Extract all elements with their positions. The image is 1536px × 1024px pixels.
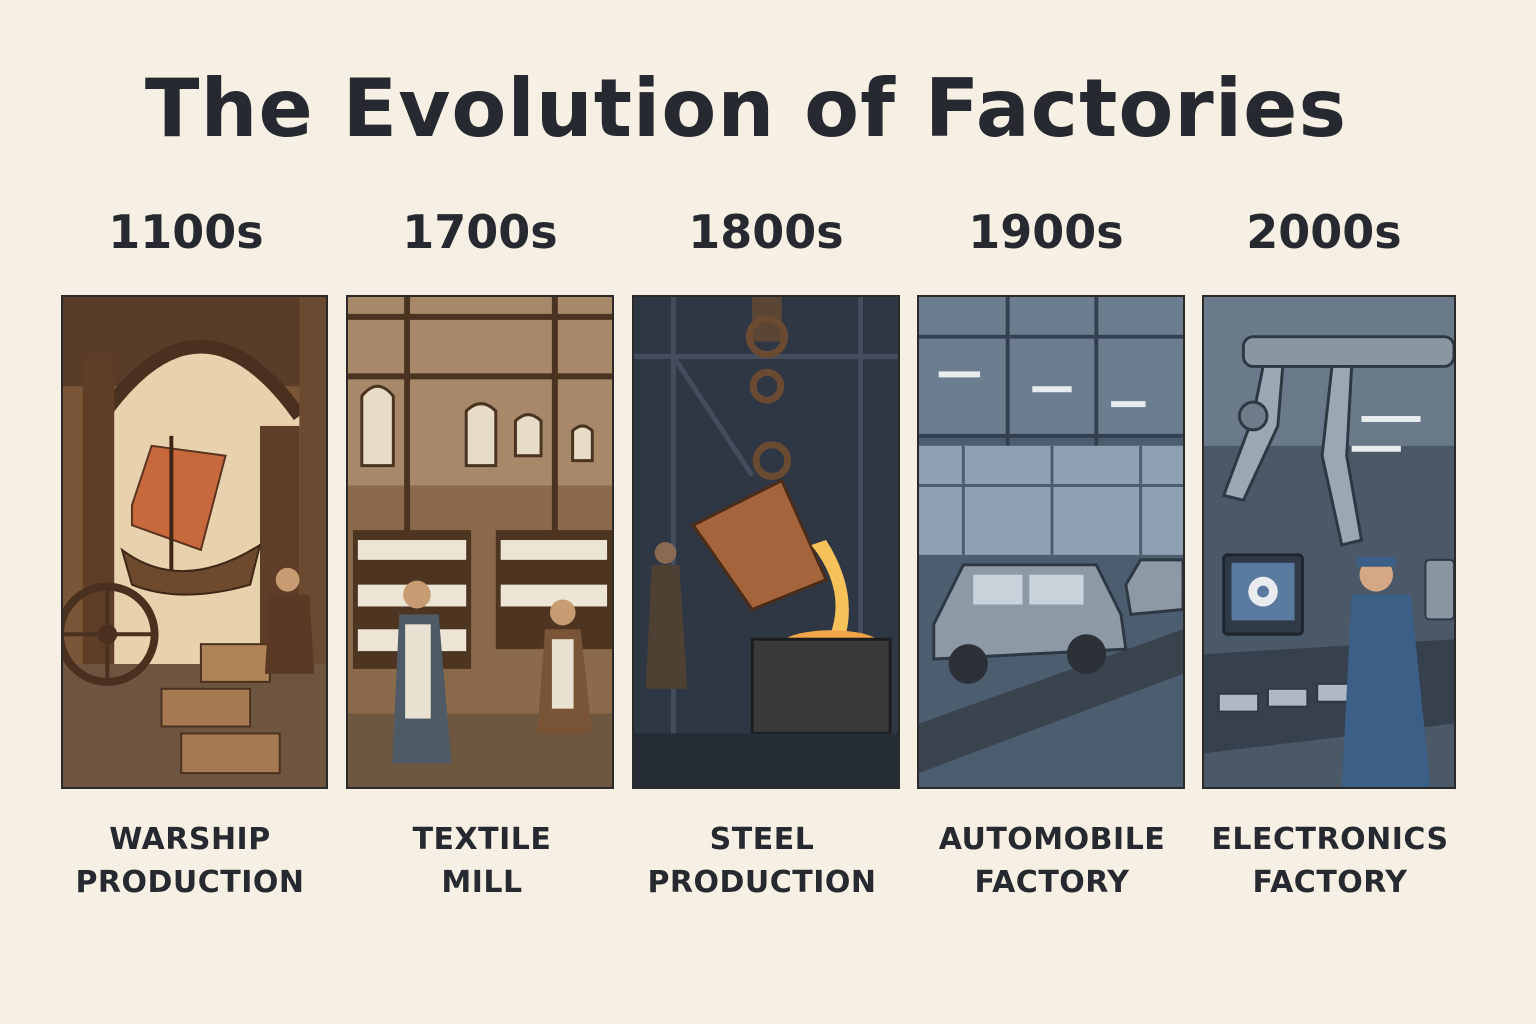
automobile-factory-illustration [919, 297, 1183, 787]
label-line-1: TEXTILE [412, 822, 552, 857]
panel-steel-production [632, 295, 900, 789]
label-steel-production: STEEL PRODUCTION [612, 818, 912, 904]
label-line-1: WARSHIP [109, 822, 271, 857]
label-line-2: FACTORY [1252, 865, 1408, 900]
era-heading-1900s: 1900s [968, 205, 1124, 259]
panel-warship-production [61, 295, 328, 789]
label-line-1: STEEL [709, 822, 815, 857]
era-heading-1700s: 1700s [402, 205, 558, 259]
label-line-1: ELECTRONICS [1211, 822, 1449, 857]
panel-textile-mill [346, 295, 614, 789]
steel-production-illustration [634, 297, 898, 787]
label-automobile-factory: AUTOMOBILE FACTORY [902, 818, 1202, 904]
panel-automobile-factory [917, 295, 1185, 789]
label-line-1: AUTOMOBILE [938, 822, 1166, 857]
page-title: The Evolution of Factories [144, 62, 1348, 155]
label-line-2: PRODUCTION [647, 865, 877, 900]
label-warship-production: WARSHIP PRODUCTION [40, 818, 340, 904]
label-line-2: FACTORY [974, 865, 1130, 900]
era-heading-1100s: 1100s [108, 205, 264, 259]
panel-electronics-factory [1202, 295, 1456, 789]
label-line-2: MILL [441, 865, 523, 900]
label-electronics-factory: ELECTRONICS FACTORY [1180, 818, 1480, 904]
era-heading-1800s: 1800s [688, 205, 844, 259]
label-line-2: PRODUCTION [75, 865, 305, 900]
electronics-factory-illustration [1204, 297, 1454, 787]
era-heading-2000s: 2000s [1246, 205, 1402, 259]
textile-mill-illustration [348, 297, 612, 787]
label-textile-mill: TEXTILE MILL [332, 818, 632, 904]
warship-illustration [63, 297, 326, 787]
